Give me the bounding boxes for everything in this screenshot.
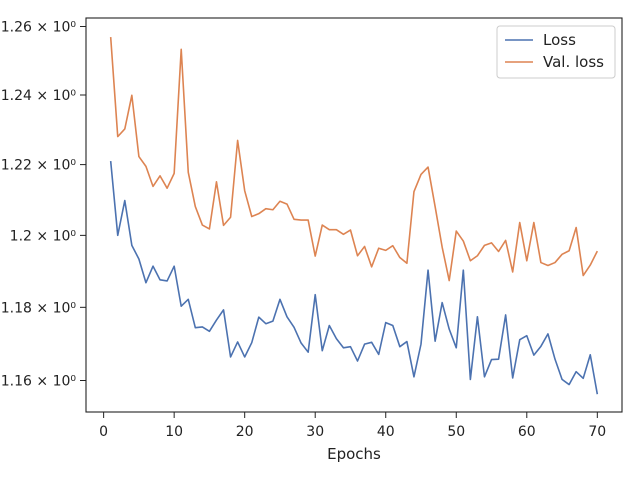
x-axis-label: Epochs	[327, 445, 381, 463]
y-tick-label: 1.2 × 10⁰	[10, 228, 77, 244]
y-tick-label: 1.26 × 10⁰	[1, 19, 77, 35]
series-line-val-loss	[109, 36, 599, 282]
x-tick-label: 30	[306, 424, 324, 440]
y-tick-label: 1.22 × 10⁰	[1, 158, 77, 174]
y-tick-label: 1.24 × 10⁰	[1, 88, 77, 104]
series-line-loss	[109, 161, 599, 395]
x-tick-label: 0	[99, 424, 108, 440]
y-tick-label: 1.18 × 10⁰	[1, 300, 77, 316]
x-tick-label: 40	[377, 424, 395, 440]
x-tick-label: 60	[518, 424, 536, 440]
legend: Loss Val. loss	[496, 25, 616, 79]
x-tick-label: 10	[165, 424, 183, 440]
y-axis: 1.16 × 10⁰ 1.18 × 10⁰ 1.2 × 10⁰ 1.22 × 10⁰ 1…	[1, 19, 86, 390]
series-layer	[109, 36, 599, 395]
x-tick-label: 70	[588, 424, 606, 440]
legend-box	[496, 25, 616, 79]
y-tick-label: 1.16 × 10⁰	[1, 374, 77, 390]
legend-label: Val. loss	[543, 53, 604, 71]
plot-frame	[85, 17, 623, 413]
x-tick-label: 50	[447, 424, 465, 440]
x-tick-label: 20	[236, 424, 254, 440]
x-axis: 0 10 20 30 40 50 60 70	[99, 412, 606, 440]
legend-label: Loss	[543, 31, 576, 49]
